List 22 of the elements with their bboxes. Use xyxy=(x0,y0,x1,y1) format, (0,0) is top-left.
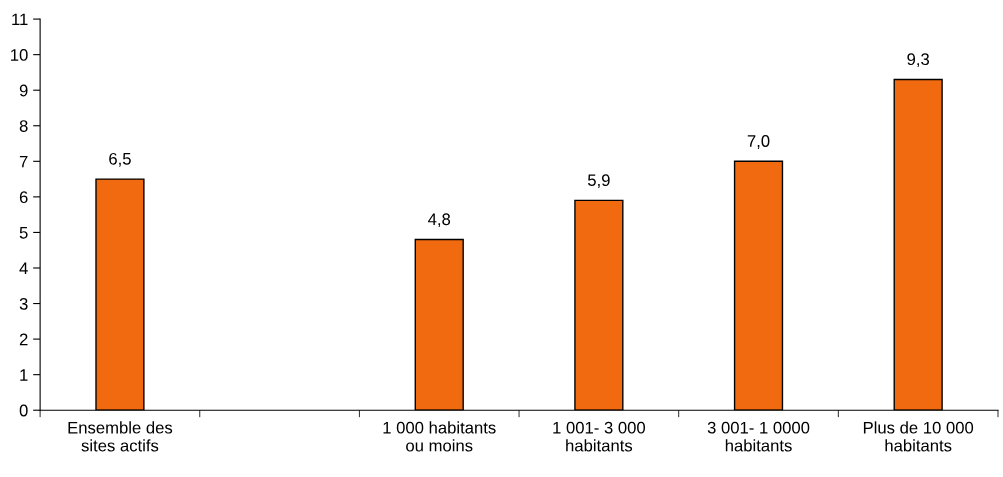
data-label: 5,9 xyxy=(587,174,610,188)
x-tick-label: Ensemble des sites actifs xyxy=(68,421,173,452)
data-label: 7,0 xyxy=(747,135,770,149)
y-tick-label: 4 xyxy=(19,262,28,275)
x-tick-label: 1 000 habitants ou moins xyxy=(383,421,496,452)
y-tick-label: 0 xyxy=(19,404,28,417)
data-label: 9,3 xyxy=(907,53,930,68)
y-tick-label: 9 xyxy=(19,84,28,97)
y-tick-label: 8 xyxy=(19,120,28,132)
x-tick-label: Plus de 10 000 habitants xyxy=(863,421,974,452)
y-tick-label: 11 xyxy=(12,13,28,26)
x-tick-label: 1 001- 3 000 habitants xyxy=(553,421,646,452)
y-tick-label: 3 xyxy=(19,297,28,310)
y-tick-label: 2 xyxy=(19,333,28,346)
x-tick-label: 3 001- 1 0000 habitants xyxy=(707,421,810,452)
y-tick-label: 1 xyxy=(20,369,28,381)
data-label: 6,5 xyxy=(109,152,131,167)
y-tick-label: 6 xyxy=(19,191,28,204)
y-tick-label: 5 xyxy=(19,227,28,239)
data-label: 4,8 xyxy=(428,213,451,228)
y-tick-label: 7 xyxy=(19,155,28,168)
y-tick-label: 10 xyxy=(11,49,28,61)
